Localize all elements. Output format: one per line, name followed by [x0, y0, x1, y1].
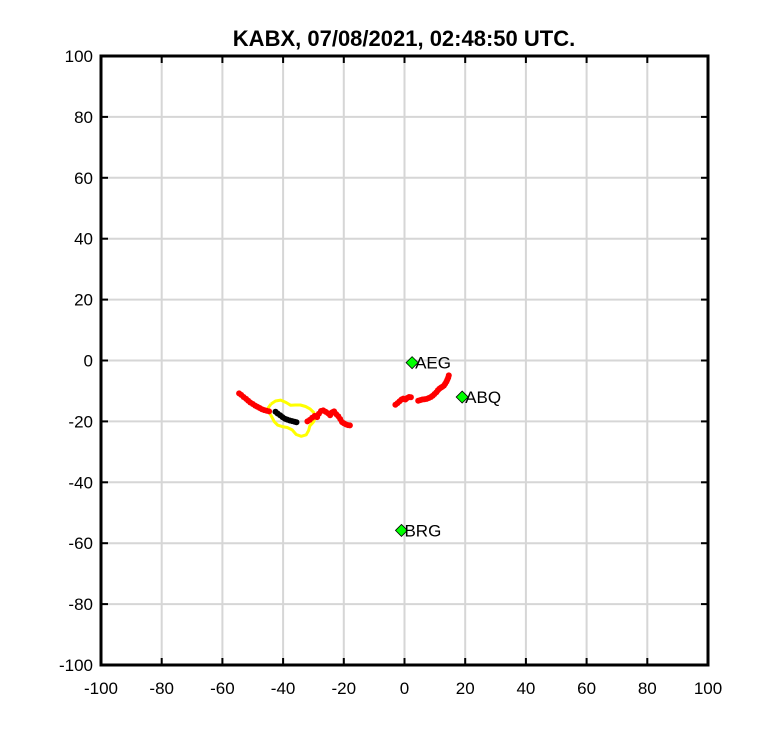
y-tick-label: 80 — [74, 108, 93, 127]
outline-contour — [266, 398, 317, 438]
red-point — [407, 394, 414, 401]
x-tick-label: 0 — [400, 679, 409, 698]
y-tick-label: 60 — [74, 169, 93, 188]
x-tick-label: -60 — [210, 679, 235, 698]
station-layer: AEG ABQ BRG — [394, 354, 501, 540]
y-tick-label: 20 — [74, 291, 93, 310]
y-tick-label: -20 — [68, 412, 93, 431]
x-tick-label: -40 — [271, 679, 296, 698]
x-tick-label: 60 — [577, 679, 596, 698]
station-marker — [394, 523, 409, 537]
tick-labels: -100 -80 -60 -40 -20 0 20 40 60 80 100 -100 -80 -60 -4… — [59, 47, 722, 698]
ticks — [100, 55, 709, 666]
station-label: BRG — [404, 521, 441, 540]
station-label: AEG — [415, 354, 451, 373]
y-tick-label: 100 — [65, 47, 93, 66]
x-tick-label: -80 — [149, 679, 174, 698]
x-tick-label: -20 — [332, 679, 357, 698]
x-tick-label: 80 — [638, 679, 657, 698]
y-tick-label: -40 — [68, 473, 93, 492]
y-tick-label: -60 — [68, 534, 93, 553]
outline-layer — [266, 398, 317, 438]
x-tick-label: 20 — [456, 679, 475, 698]
y-tick-label: 40 — [74, 230, 93, 249]
red-point — [445, 372, 452, 379]
chart-title: KABX, 07/08/2021, 02:48:50 UTC. — [233, 26, 575, 51]
series-layer — [236, 372, 452, 429]
x-tick-label: -100 — [84, 679, 118, 698]
red-point — [346, 422, 353, 429]
black-point — [293, 419, 300, 426]
red-point — [266, 408, 273, 415]
x-tick-label: 100 — [694, 679, 722, 698]
x-tick-label: 40 — [516, 679, 535, 698]
y-tick-label: -100 — [59, 656, 93, 675]
station-marker — [455, 390, 469, 404]
station-marker — [405, 356, 419, 370]
station-label: ABQ — [465, 388, 501, 407]
y-tick-label: 0 — [84, 352, 93, 371]
grid — [101, 56, 708, 665]
y-tick-label: -80 — [68, 595, 93, 614]
